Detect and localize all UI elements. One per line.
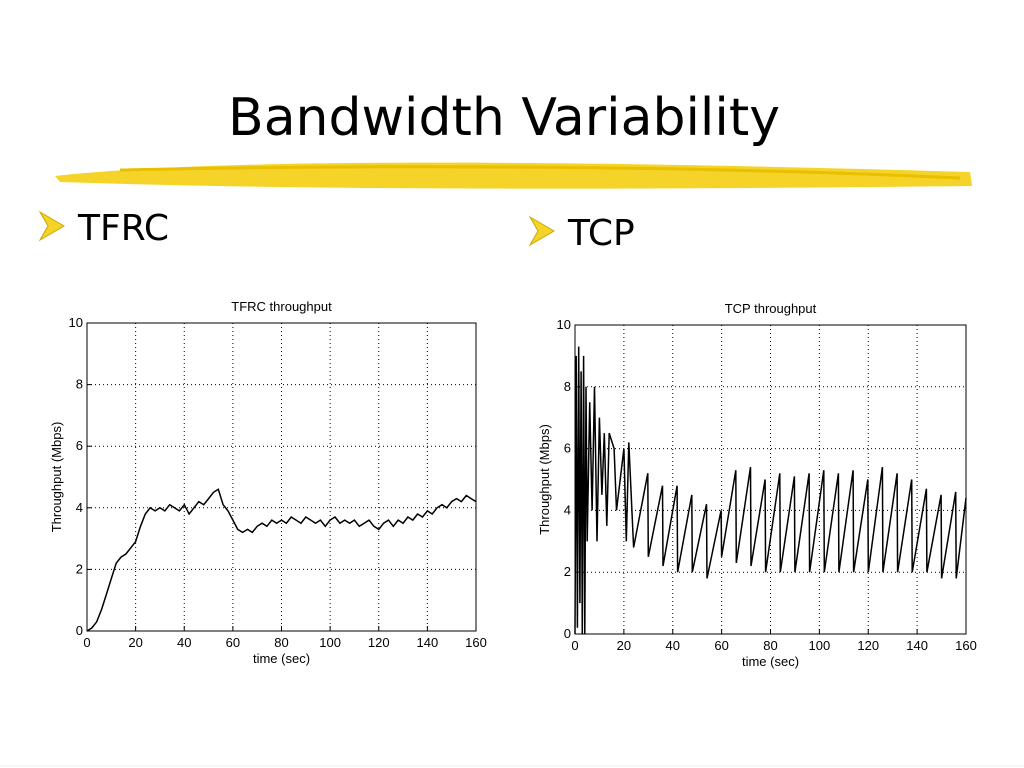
x-axis-label: time (sec) — [253, 651, 310, 666]
y-tick-label: 10 — [69, 315, 83, 330]
slide-title: Bandwidth Variability — [228, 88, 780, 148]
x-tick-label: 20 — [128, 635, 142, 650]
bullet-marker — [528, 215, 555, 247]
x-tick-label: 120 — [857, 638, 879, 653]
bullet: TCP — [567, 213, 635, 254]
y-tick-label: 8 — [76, 377, 83, 392]
x-tick-label: 160 — [955, 638, 977, 653]
x-tick-label: 100 — [319, 635, 341, 650]
plot-area — [575, 325, 966, 634]
line — [86, 488, 477, 632]
y-axis-label: Throughput (Mbps) — [537, 424, 552, 535]
y-tick-label: 6 — [564, 441, 571, 456]
x-tick-label: 60 — [714, 638, 728, 653]
x-tick-label: 120 — [368, 635, 390, 650]
y-tick-label: 10 — [557, 317, 571, 332]
x-tick-label: 160 — [465, 635, 487, 650]
y-axis-label: Throughput (Mbps) — [49, 422, 64, 533]
bullet-marker — [38, 210, 65, 242]
x-tick-label: 80 — [274, 635, 288, 650]
x-tick-label: 40 — [666, 638, 680, 653]
chart-title: TCP throughput — [725, 301, 817, 316]
y-tick-label: 0 — [76, 623, 83, 638]
y-tick-label: 4 — [564, 502, 571, 517]
x-tick-label: 20 — [617, 638, 631, 653]
line — [574, 346, 967, 635]
x-tick-label: 140 — [417, 635, 439, 650]
bullet: TFRC — [77, 208, 169, 249]
x-tick-label: 0 — [571, 638, 578, 653]
x-tick-label: 80 — [763, 638, 777, 653]
plot-area — [87, 323, 476, 631]
x-tick-label: 0 — [83, 635, 90, 650]
y-tick-label: 4 — [76, 500, 83, 515]
x-tick-label: 100 — [809, 638, 831, 653]
y-tick-label: 2 — [564, 564, 571, 579]
x-tick-label: 40 — [177, 635, 191, 650]
x-axis-label: time (sec) — [742, 654, 799, 669]
chart-title: TFRC throughput — [231, 299, 332, 314]
y-tick-label: 6 — [76, 438, 83, 453]
y-tick-label: 8 — [564, 379, 571, 394]
y-tick-label: 2 — [76, 561, 83, 576]
title-underline-stroke — [119, 165, 961, 180]
x-tick-label: 140 — [906, 638, 928, 653]
y-tick-label: 0 — [564, 626, 571, 641]
plot-frame — [86, 322, 477, 632]
x-tick-label: 60 — [226, 635, 240, 650]
